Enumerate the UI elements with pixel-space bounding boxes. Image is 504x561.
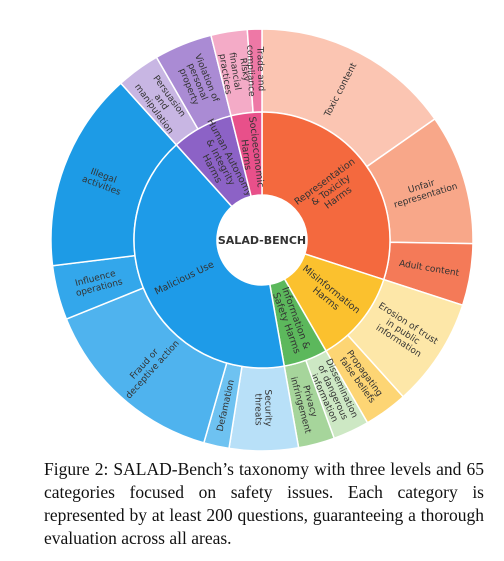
inner-segment <box>261 111 391 281</box>
figure-caption: Figure 2: SALAD-Bench’s taxonomy with th… <box>44 459 484 548</box>
label-line: Harms <box>239 139 254 171</box>
center-circle <box>217 195 307 285</box>
label-line: Security <box>263 389 273 429</box>
label-line: threats <box>253 393 263 425</box>
segment-label: Trade and compliance <box>245 44 267 97</box>
segment-label: Security threats <box>253 389 273 429</box>
label-line: compliance <box>245 45 257 97</box>
segment-label: Risky financial practices <box>217 50 253 96</box>
label-line: Risky <box>238 57 252 85</box>
center-title: SALAD-BENCH <box>218 234 306 247</box>
label-line: Trade and <box>255 46 267 95</box>
